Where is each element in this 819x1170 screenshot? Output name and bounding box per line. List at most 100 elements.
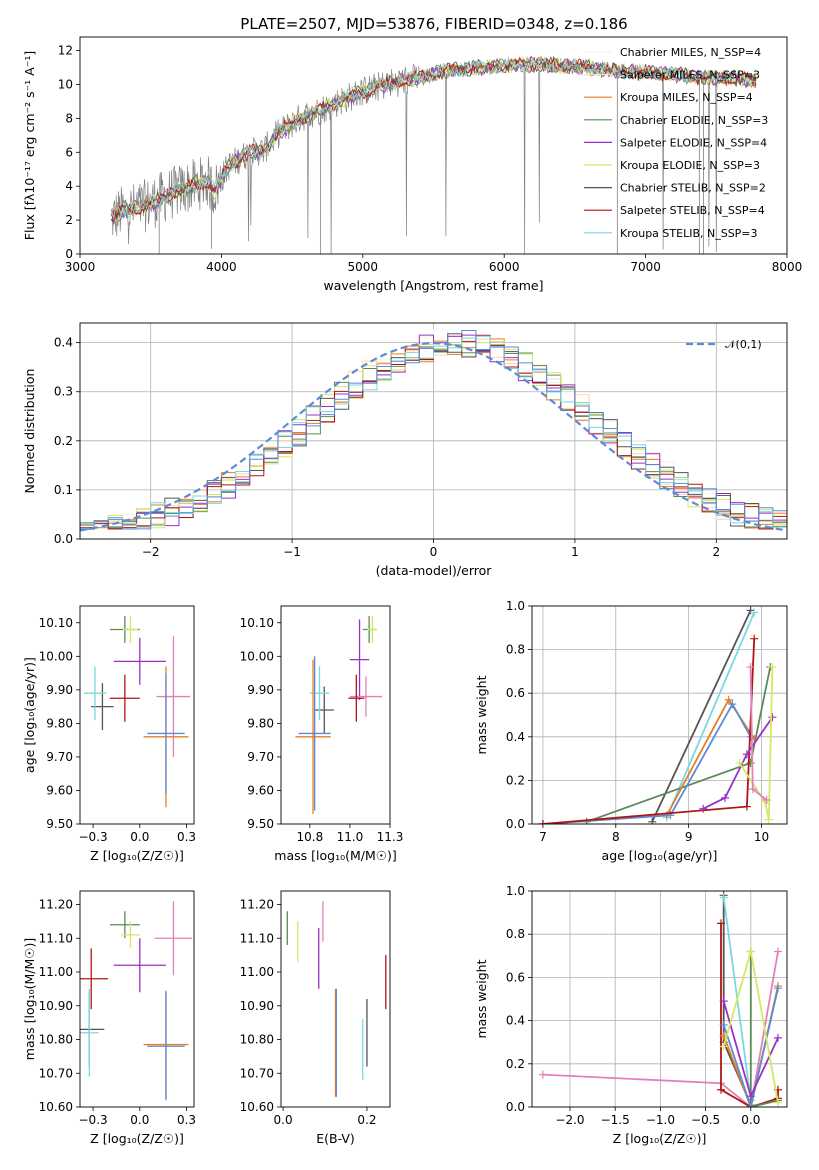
x-tick-label: 6000 <box>489 260 520 274</box>
y-tick-label: 0.2 <box>506 1057 525 1071</box>
y-tick-label: 0.6 <box>506 686 525 700</box>
residual-hist-step <box>80 334 787 530</box>
weight_vs_age-plot-area <box>538 606 777 824</box>
x-tick-label: 10.8 <box>296 830 323 844</box>
y-axis-label: mass weight <box>474 675 489 754</box>
mass-weight-marker <box>719 1020 728 1029</box>
y-tick-label: 11.10 <box>240 931 274 945</box>
x-tick-label: 11.3 <box>377 830 404 844</box>
errorbar-point <box>122 616 138 643</box>
y-tick-label: 11.00 <box>240 965 274 979</box>
errorbar-point <box>83 666 107 721</box>
x-tick-label: 0 <box>430 545 438 559</box>
x-tick-label: 3000 <box>65 260 96 274</box>
axes-mass_vs_EBV: 0.0 0.2 10.60 10.70 10.80 10.90 11.00 11.10 11.2… <box>240 898 377 1147</box>
y-tick-label: 11.20 <box>240 898 274 912</box>
legend-label: Chabrier STELIB, N_SSP=2 <box>620 182 766 195</box>
x-tick-label: −2.0 <box>555 1113 584 1127</box>
y-tick-label: 8 <box>65 111 73 125</box>
x-tick-label: 0.0 <box>130 830 149 844</box>
x-axis-label: (data-model)/error <box>376 563 493 578</box>
errorbar-point <box>80 948 109 1010</box>
y-tick-label: 11.10 <box>39 931 73 945</box>
mass-weight-marker <box>716 919 725 928</box>
legend-label: Kroupa MILES, N_SSP=4 <box>620 91 753 104</box>
y-tick-label: 0.3 <box>54 385 73 399</box>
y-tick-label: 0 <box>65 247 73 261</box>
y-tick-label: 0.0 <box>506 817 525 831</box>
x-tick-label: −1 <box>283 545 301 559</box>
mass-weight-marker <box>719 997 728 1006</box>
axes-mass_vs_Z: −0.3 0.0 0.3 10.60 10.70 10.80 10.90 11.00 11.10… <box>22 898 196 1147</box>
x-axis-label: Z [log₁₀(Z/Z☉)] <box>90 1131 184 1146</box>
x-tick-label: 0.2 <box>357 1113 376 1127</box>
mass-weight-line <box>542 702 752 824</box>
y-tick-label: 9.50 <box>46 817 73 831</box>
y-tick-label: 9.70 <box>46 750 73 764</box>
y-tick-label: 10.10 <box>39 616 73 630</box>
spectrum-model-line <box>110 55 756 219</box>
age_vs_Z-plot-area <box>83 616 191 808</box>
y-axis-label: Flux [fλ10⁻¹⁷ erg cm⁻² s⁻¹ A⁻¹] <box>22 51 37 240</box>
errorbar-point <box>154 901 193 976</box>
mass-weight-marker <box>764 815 773 824</box>
mass-weight-marker <box>721 793 730 802</box>
mass-weight-marker <box>773 1033 782 1042</box>
y-tick-label: 10.80 <box>240 1033 274 1047</box>
x-tick-label: 1 <box>571 545 579 559</box>
x-tick-label: 0.3 <box>177 830 196 844</box>
y-tick-label: 10.60 <box>240 1100 274 1114</box>
x-tick-label: 8 <box>612 830 620 844</box>
mass-weight-marker <box>699 804 708 813</box>
x-tick-label: 9 <box>685 830 693 844</box>
y-axis-label: Normed distribution <box>22 369 37 494</box>
spectrum-model-line <box>110 55 757 226</box>
legend-label: Kroupa ELODIE, N_SSP=3 <box>620 159 760 172</box>
y-tick-label: 0.0 <box>54 532 73 546</box>
errorbar-point <box>298 656 331 811</box>
errorbar-point <box>109 674 140 722</box>
y-tick-label: 0.8 <box>506 927 525 941</box>
errorbar-point <box>113 938 166 993</box>
x-axis-label: age [log₁₀(age/yr)] <box>602 848 718 863</box>
x-tick-label: 8000 <box>772 260 803 274</box>
mass-weight-line <box>702 716 774 810</box>
y-tick-label: 9.60 <box>247 783 274 797</box>
x-tick-label: 2 <box>712 545 720 559</box>
legend-label: 𝒩(0,1) <box>725 338 762 351</box>
legend-label: Kroupa STELIB, N_SSP=3 <box>620 227 758 240</box>
axes-age_vs_mass: 10.8 11.0 11.3 9.50 9.60 9.70 9.80 9.90 10.00 10.… <box>240 616 404 863</box>
y-tick-label: 0.1 <box>54 483 73 497</box>
mass-weight-marker <box>768 713 777 722</box>
mass-weight-marker <box>773 984 782 993</box>
x-tick-label: 7000 <box>630 260 661 274</box>
errorbar-point <box>295 659 331 814</box>
mass_vs_EBV-plot-area <box>286 901 387 1097</box>
y-tick-label: 0.2 <box>506 773 525 787</box>
axes-frame <box>531 890 788 1108</box>
x-tick-label: −0.3 <box>79 830 108 844</box>
mass-weight-marker <box>748 785 757 794</box>
mass-weight-line <box>749 951 779 1107</box>
mass-weight-marker <box>746 947 755 956</box>
y-tick-label: 9.90 <box>46 683 73 697</box>
errorbar-point <box>314 686 334 734</box>
residual-legend: 𝒩(0,1) <box>686 338 762 351</box>
mass-weight-marker <box>773 1098 782 1107</box>
axes-frame <box>79 322 788 540</box>
axes-weight_vs_age: 7 8 9 10 0.0 0.2 0.4 0.6 0.8 1.0 age [log₁₀(age/yr… <box>474 599 787 863</box>
x-tick-label: 0.0 <box>130 1113 149 1127</box>
x-tick-label: −0.3 <box>79 1113 108 1127</box>
y-tick-label: 10 <box>58 77 73 91</box>
errorbar-point <box>109 911 140 939</box>
residuals-plot-area <box>80 329 787 532</box>
y-axis-label: mass [log₁₀(M/M☉)] <box>22 938 37 1060</box>
errorbar-point <box>348 674 365 722</box>
legend-label: Salpeter ELODIE, N_SSP=4 <box>620 136 767 149</box>
y-tick-label: 0.0 <box>506 1100 525 1114</box>
normal-curve <box>80 342 787 532</box>
errorbar-point <box>121 921 140 949</box>
errorbar-point <box>147 992 185 1101</box>
x-tick-label: 4000 <box>206 260 237 274</box>
